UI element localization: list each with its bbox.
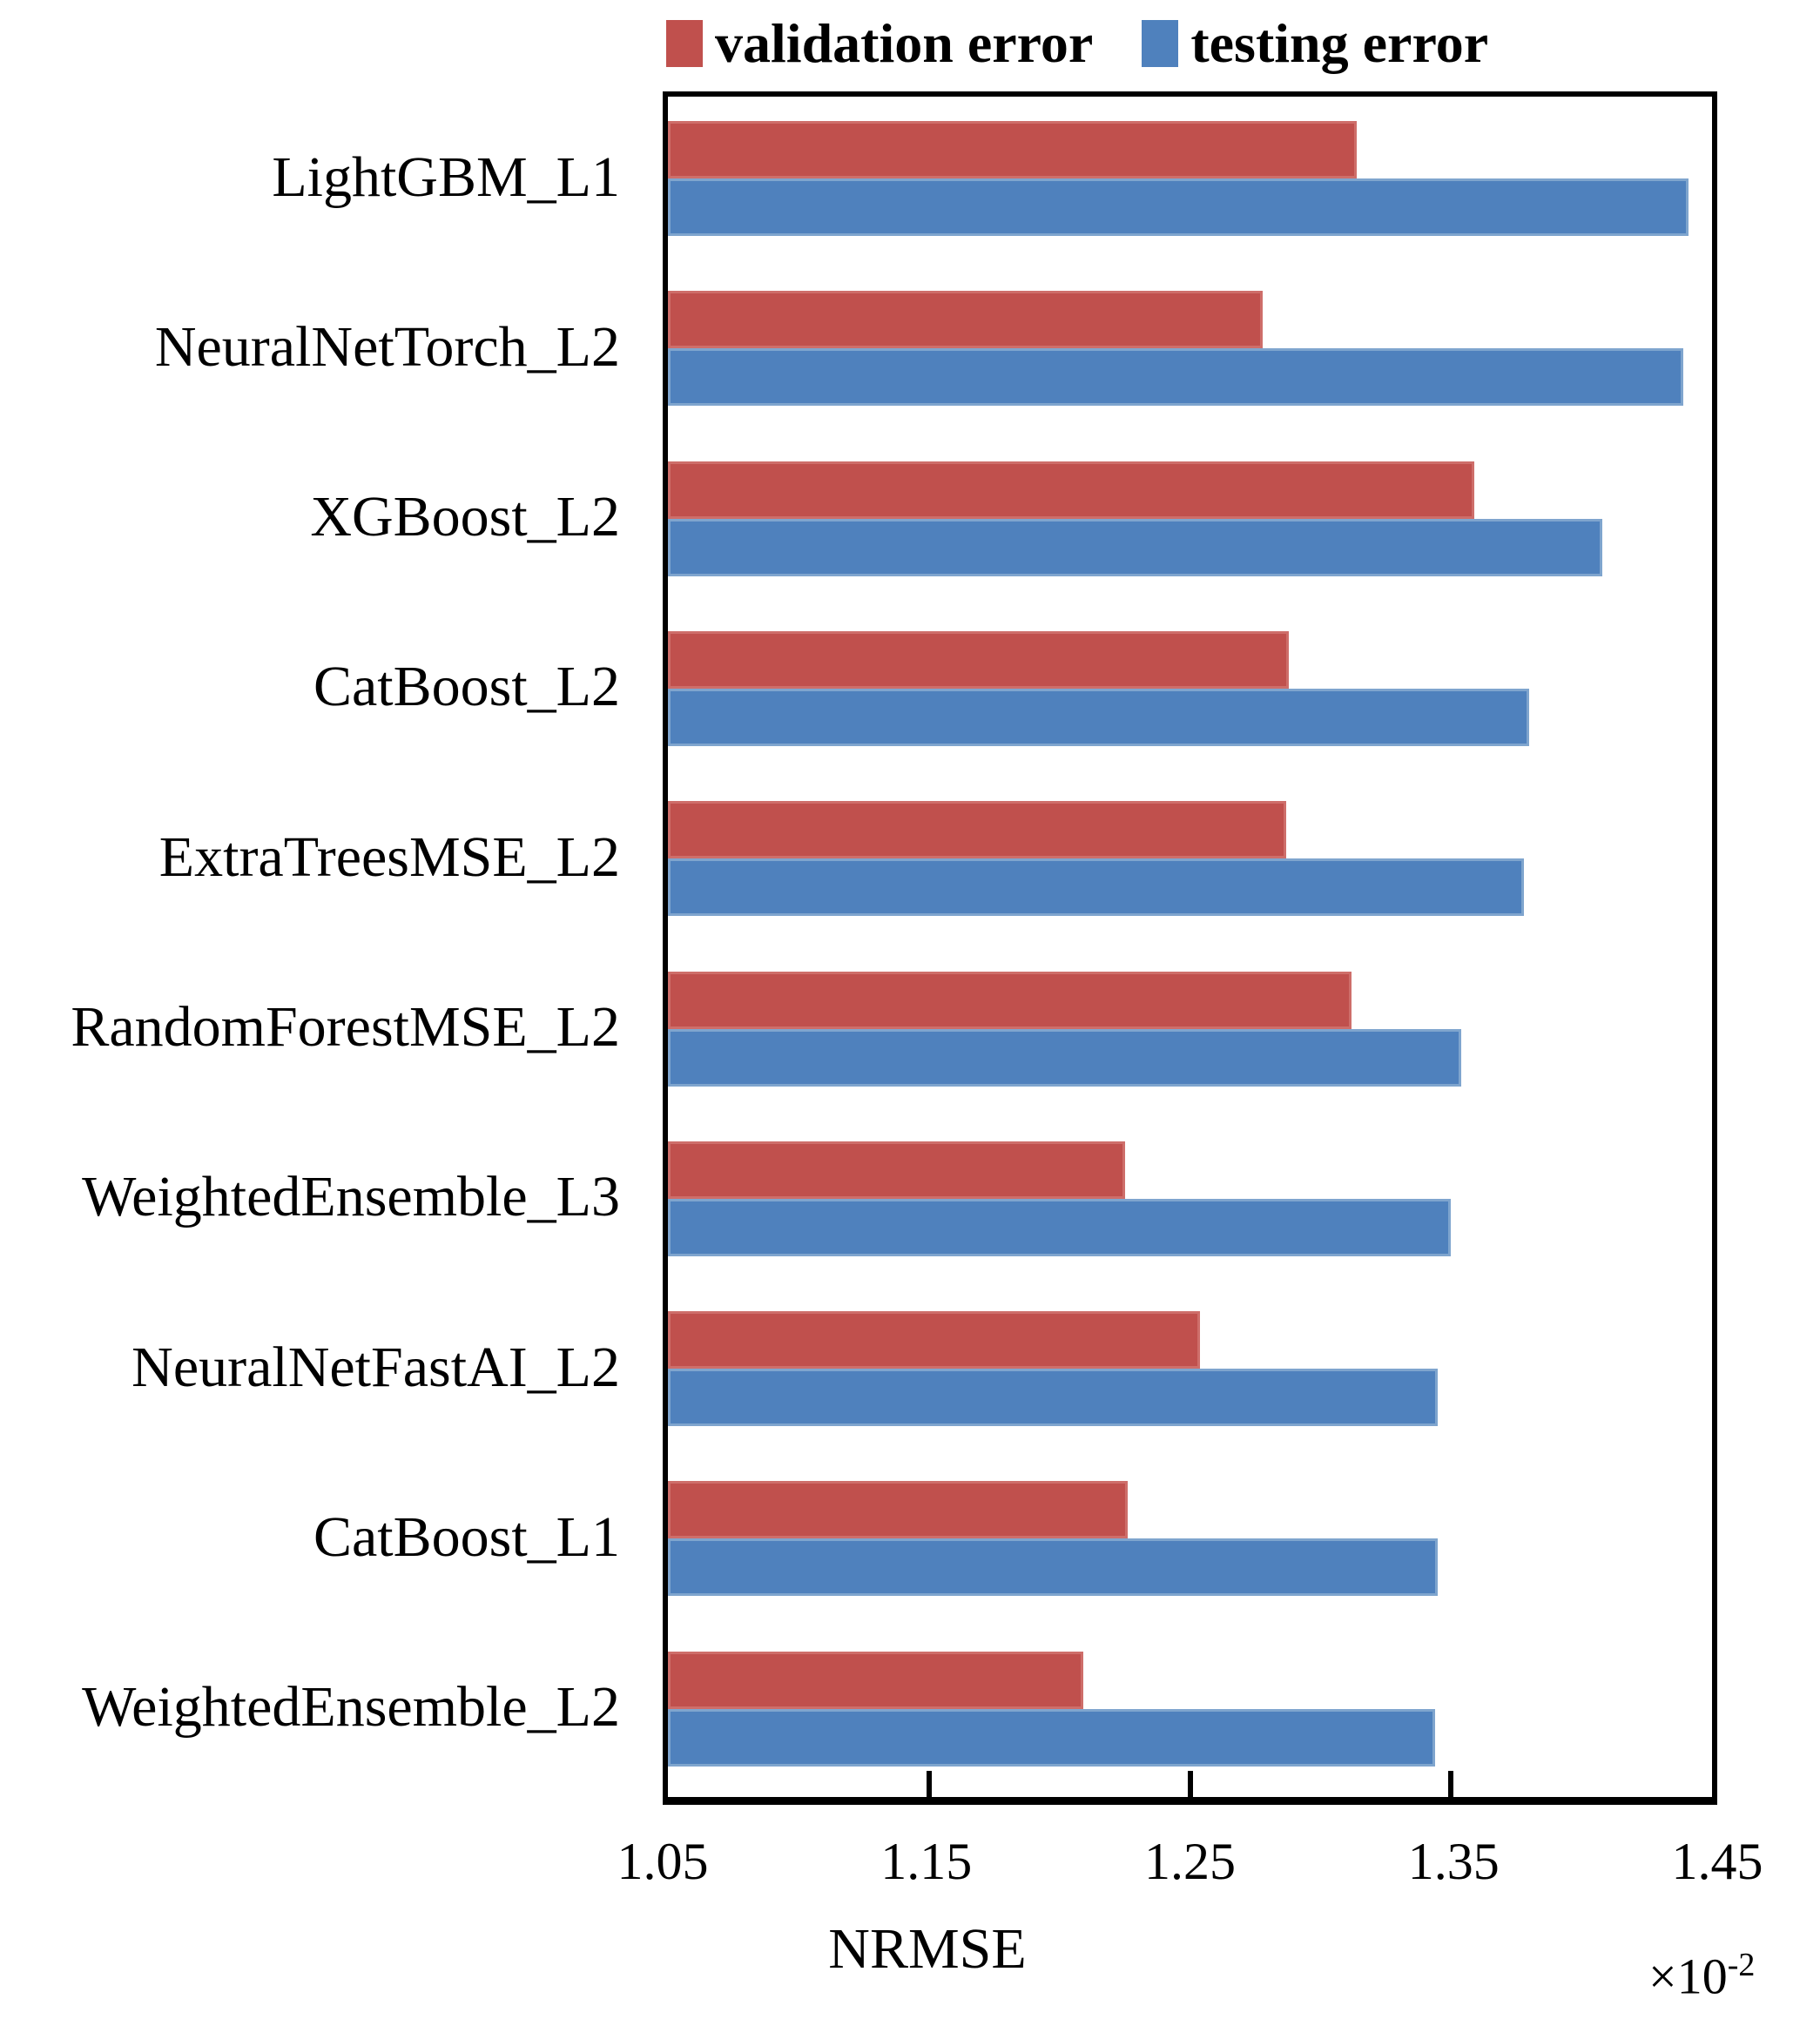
- category-label: CatBoost_L1: [313, 1504, 620, 1569]
- legend-swatch-testing-icon: [1142, 20, 1179, 67]
- plot-area: [663, 91, 1717, 1805]
- x-axis-tick-mark: [1187, 1771, 1193, 1797]
- x-axis-tick-mark: [926, 1771, 932, 1797]
- bar-testing-error: [668, 688, 1530, 746]
- category-label: LightGBM_L1: [272, 145, 620, 209]
- x-axis-tick-label: 1.05: [617, 1833, 709, 1890]
- x-axis-tick-label: 1.35: [1407, 1833, 1500, 1890]
- bar-testing-error: [668, 518, 1603, 576]
- x-axis-tick-labels: 1.05 1.15 1.25 1.35 1.45: [617, 1833, 1763, 1896]
- category-label: NeuralNetTorch_L2: [154, 314, 620, 379]
- bar-testing-error: [668, 858, 1525, 917]
- x-axis-tick-label: 1.15: [880, 1833, 973, 1890]
- bar-validation-error: [668, 1141, 1125, 1199]
- x-axis-multiplier: ×10-2: [1648, 1948, 1755, 2002]
- y-axis-category-labels: LightGBM_L1 NeuralNetTorch_L2 XGBoost_L2 Ca…: [0, 91, 620, 1805]
- bar-validation-error: [668, 630, 1290, 689]
- bar-validation-error: [668, 1311, 1201, 1370]
- x-axis-tick-label: 1.25: [1144, 1833, 1236, 1890]
- bar-testing-error: [668, 1538, 1439, 1597]
- category-label: NeuralNetFastAI_L2: [131, 1335, 620, 1399]
- bar-testing-error: [668, 1028, 1462, 1087]
- bar-testing-error: [668, 1369, 1439, 1427]
- bar-testing-error: [668, 178, 1689, 236]
- legend-item-validation-error: validation error: [666, 16, 1093, 71]
- bar-testing-error: [668, 1198, 1452, 1256]
- category-label: XGBoost_L2: [310, 485, 620, 549]
- bar-validation-error: [668, 1651, 1083, 1709]
- bar-validation-error: [668, 971, 1352, 1029]
- category-label: WeightedEnsemble_L2: [82, 1675, 620, 1740]
- x-axis-title: NRMSE: [828, 1917, 1027, 1981]
- x-axis-tick-mark: [1448, 1771, 1454, 1797]
- category-label: RandomForestMSE_L2: [71, 995, 620, 1059]
- x-axis-multiplier-exponent: -2: [1727, 1947, 1756, 1983]
- bar-testing-error: [668, 1708, 1436, 1767]
- x-axis-multiplier-base: ×10: [1648, 1948, 1728, 2005]
- legend-label-validation: validation error: [715, 12, 1094, 74]
- legend-swatch-validation-icon: [666, 20, 703, 67]
- legend-label-testing: testing error: [1190, 12, 1489, 74]
- category-label: CatBoost_L2: [313, 655, 620, 719]
- bar-validation-error: [668, 801, 1287, 859]
- chart-legend: validation error testing error: [666, 7, 1488, 80]
- legend-item-testing-error: testing error: [1142, 16, 1488, 71]
- plot-inner: [668, 97, 1712, 1797]
- bar-validation-error: [668, 461, 1475, 519]
- bar-validation-error: [668, 121, 1358, 178]
- category-label: WeightedEnsemble_L3: [82, 1165, 620, 1229]
- bar-validation-error: [668, 1481, 1128, 1539]
- category-label: ExtraTreesMSE_L2: [158, 824, 620, 889]
- bar-testing-error: [668, 348, 1684, 407]
- bar-validation-error: [668, 291, 1264, 349]
- x-axis-tick-label: 1.45: [1671, 1833, 1763, 1890]
